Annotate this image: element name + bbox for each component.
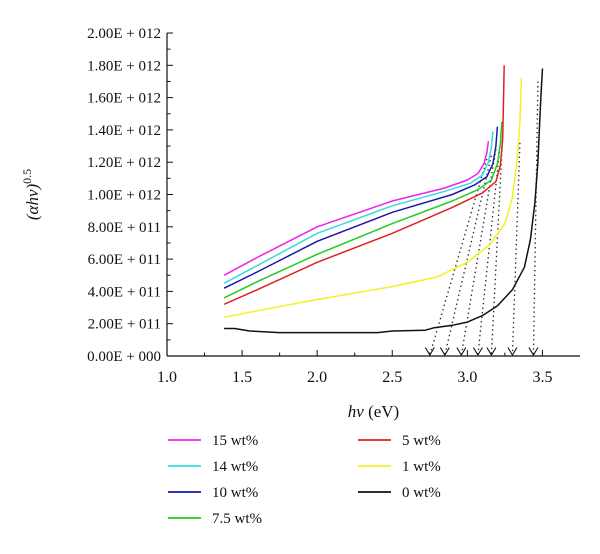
tangent-line <box>430 158 488 355</box>
legend-item: 15 wt% <box>168 433 258 449</box>
y-tick-label: 1.40E + 012 <box>87 123 161 139</box>
series-line <box>223 131 494 284</box>
y-tick-labels: 0.00E + 000 2.00E + 011 4.00E + 011 6.00E +… <box>87 26 173 365</box>
y-tick-label: 2.00E + 012 <box>87 26 161 42</box>
axis-titles: hν (eV) (αhν)0.5 <box>20 169 399 421</box>
legend-label: 5 wt% <box>402 433 441 449</box>
y-axis-title: (αhν)0.5 <box>20 169 42 220</box>
legend-label: 14 wt% <box>212 459 258 475</box>
legend-label: 7.5 wt% <box>212 511 262 527</box>
x-tick-label: 3.0 <box>457 369 477 386</box>
tangent-lines <box>430 81 539 355</box>
legend-item: 7.5 wt% <box>168 511 262 527</box>
y-tick-label: 6.00E + 011 <box>88 252 161 268</box>
x-axis-title: hν (eV) <box>348 402 399 421</box>
y-tick-label: 0.00E + 000 <box>87 349 161 365</box>
legend: 15 wt% 14 wt% 10 wt% 7.5 wt% 5 wt% 1 wt% 0 wt% <box>168 433 441 527</box>
y-tick-label: 1.80E + 012 <box>87 58 161 74</box>
x-tick-label: 1.0 <box>157 369 177 386</box>
series-line <box>223 78 523 318</box>
y-tick-label: 1.20E + 012 <box>87 155 161 171</box>
legend-item: 1 wt% <box>358 459 441 475</box>
x-tick-label: 1.5 <box>232 369 252 386</box>
legend-label: 1 wt% <box>402 459 441 475</box>
x-tick-label: 2.0 <box>307 369 327 386</box>
tangent-line <box>445 155 493 355</box>
tangent-line <box>512 142 521 355</box>
y-tick-label: 4.00E + 011 <box>88 284 161 300</box>
series-lines <box>223 65 544 334</box>
y-tick-label: 1.60E + 012 <box>87 91 161 107</box>
tangent-line <box>491 136 504 355</box>
series-line <box>223 126 499 289</box>
x-tick-label: 2.5 <box>382 369 402 386</box>
legend-label: 10 wt% <box>212 485 258 501</box>
series-line <box>223 65 505 305</box>
y-tick-label: 8.00E + 011 <box>88 220 161 236</box>
legend-item: 10 wt% <box>168 485 258 501</box>
y-tick-label: 2.00E + 011 <box>88 317 161 333</box>
legend-item: 14 wt% <box>168 459 258 475</box>
series-line <box>224 68 544 334</box>
legend-item: 5 wt% <box>358 433 441 449</box>
y-tick-label: 1.00E + 012 <box>87 188 161 204</box>
series-line <box>223 141 490 276</box>
x-tick-labels: 1.0 1.5 2.0 2.5 3.0 3.5 <box>157 350 552 386</box>
legend-label: 0 wt% <box>402 485 441 501</box>
tangent-line <box>478 142 502 355</box>
series-line <box>223 121 503 299</box>
x-tick-label: 3.5 <box>532 369 552 386</box>
legend-label: 15 wt% <box>212 433 258 449</box>
legend-item: 0 wt% <box>358 485 441 501</box>
tangent-line <box>533 81 539 355</box>
